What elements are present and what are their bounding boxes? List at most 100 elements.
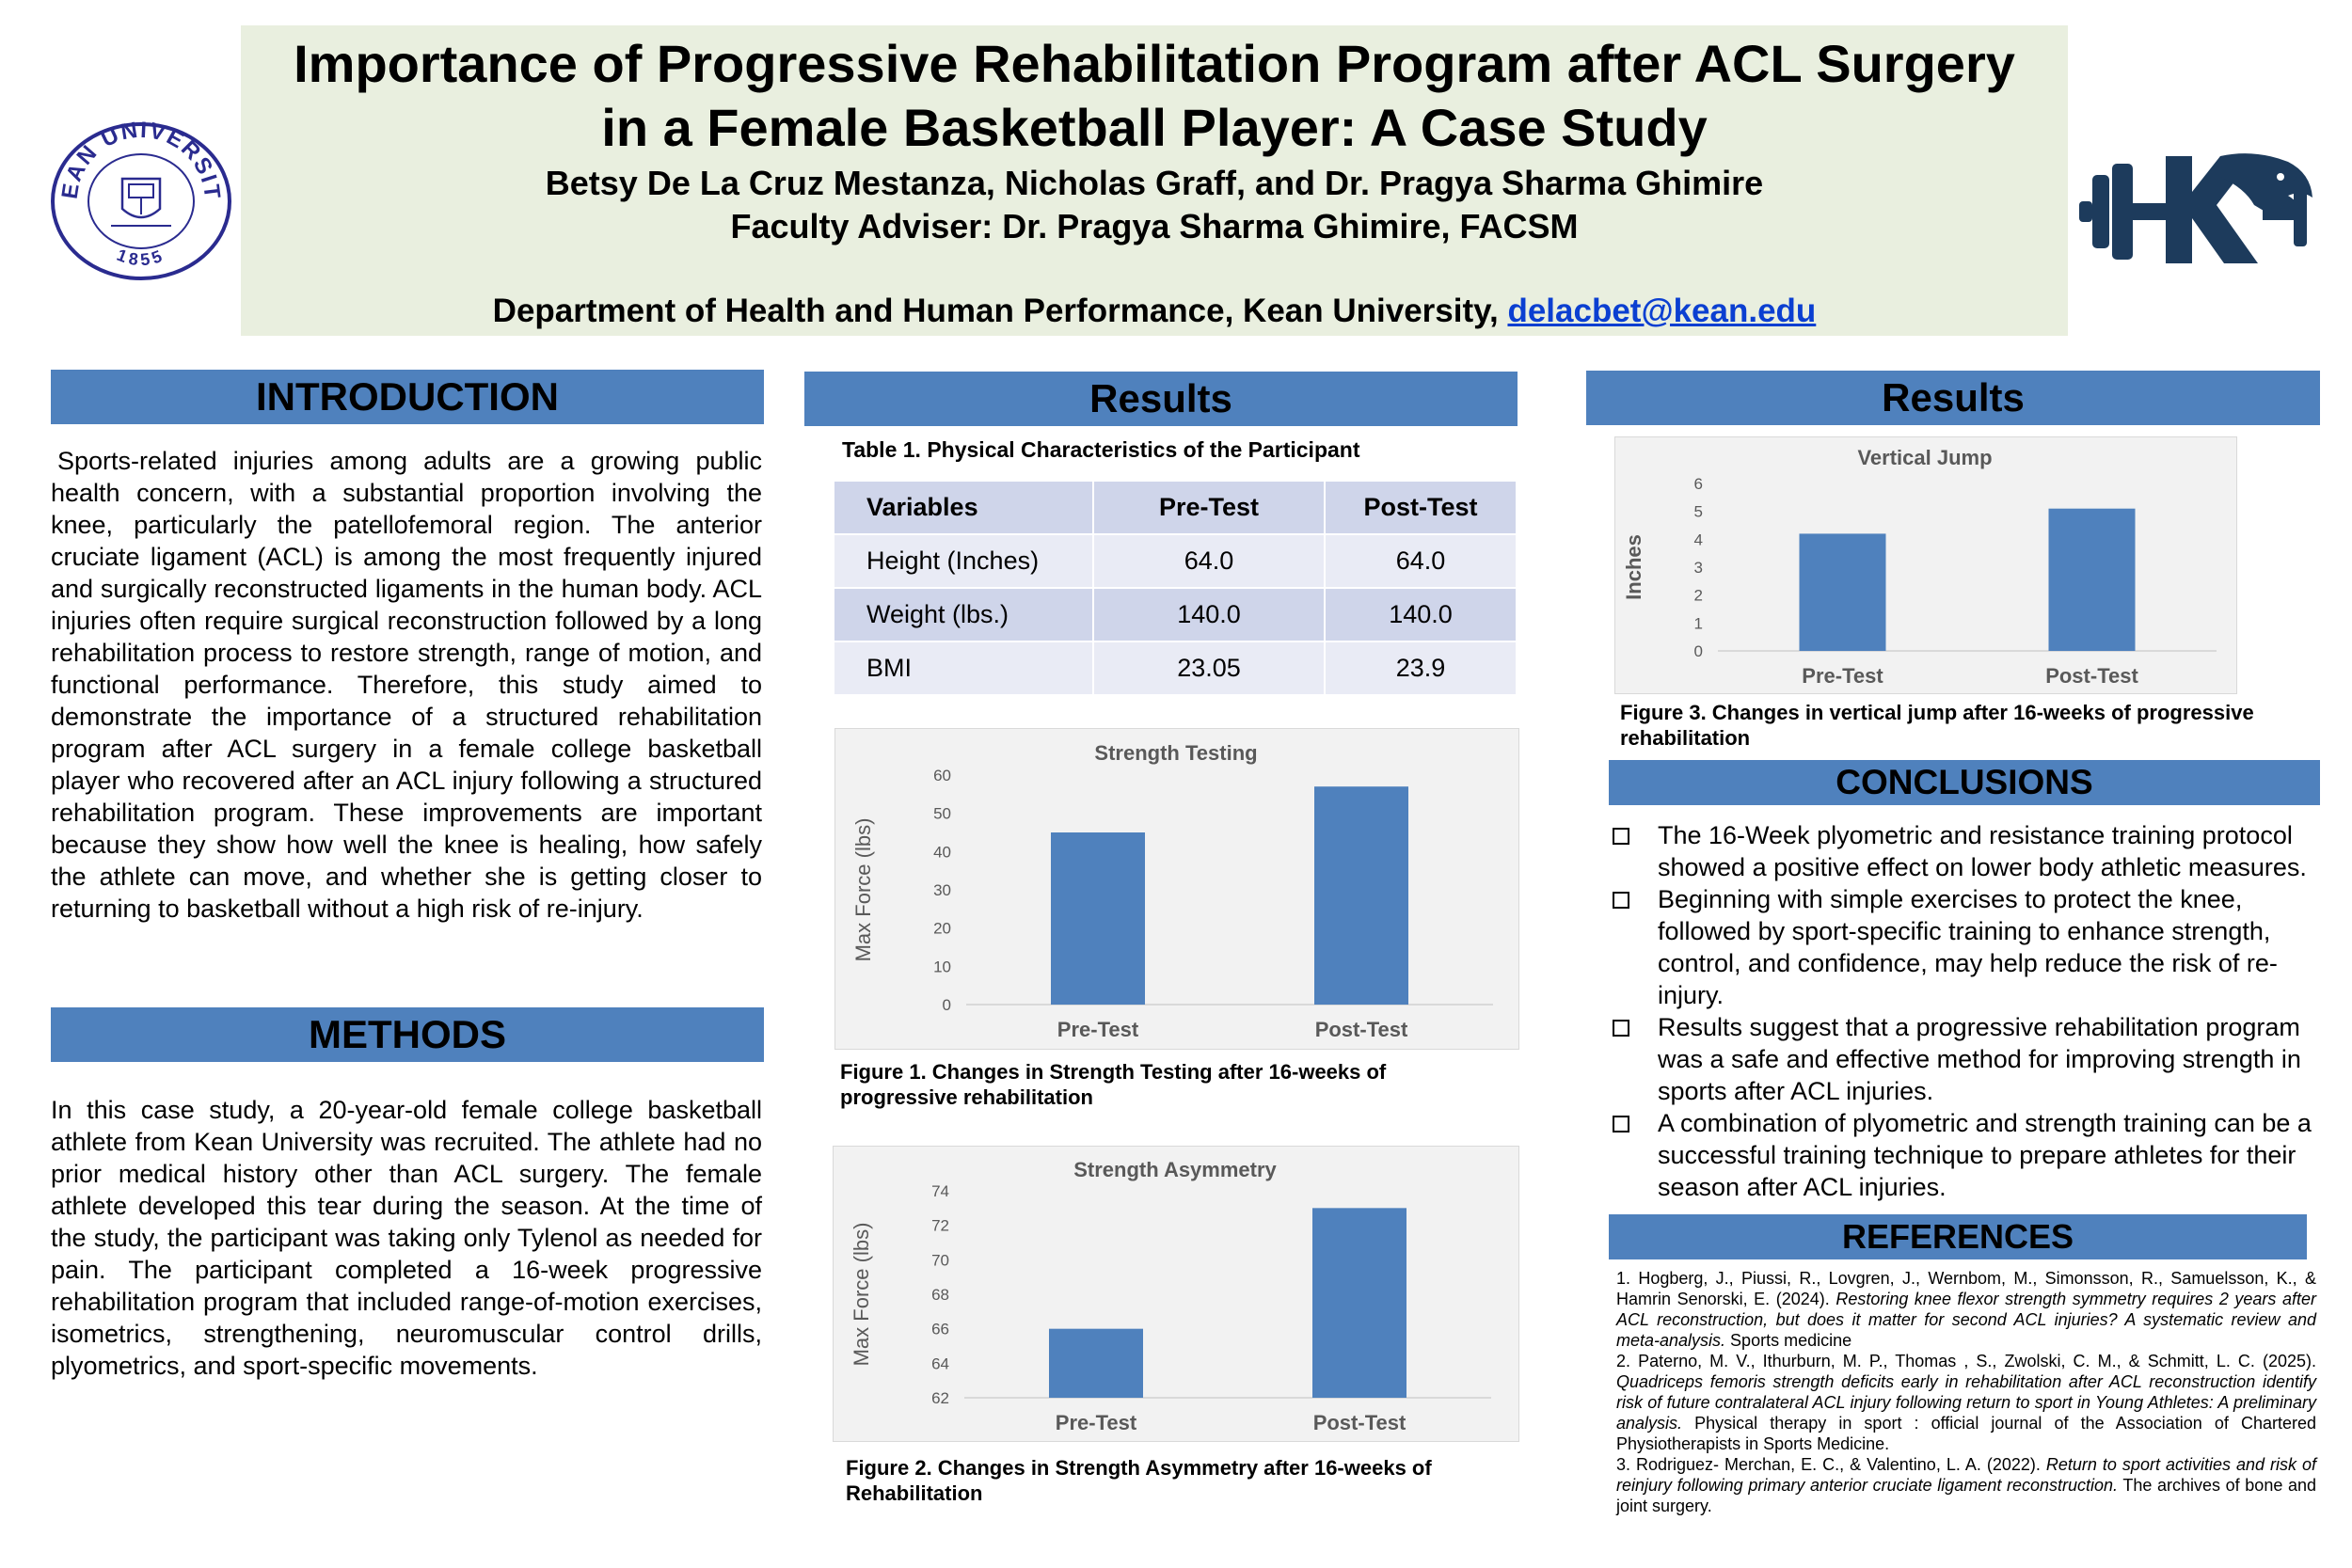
y-tick-label: 0 bbox=[1694, 642, 1703, 660]
y-tick-label: 4 bbox=[1694, 531, 1703, 548]
y-tick-label: 60 bbox=[933, 767, 951, 784]
conclusion-text: Results suggest that a progressive rehab… bbox=[1658, 1013, 2301, 1105]
y-tick-label: 0 bbox=[943, 996, 951, 1014]
references-heading: REFERENCES bbox=[1609, 1214, 2307, 1259]
y-tick-label: 62 bbox=[931, 1389, 949, 1407]
bar bbox=[1051, 832, 1145, 1005]
chart-title: Strength Testing bbox=[1094, 741, 1257, 765]
y-tick-label: 40 bbox=[933, 843, 951, 861]
table-cell: 64.0 bbox=[1324, 533, 1518, 589]
email-link[interactable]: delacbet@kean.edu bbox=[1507, 293, 1817, 329]
y-tick-label: 1 bbox=[1694, 614, 1703, 632]
bar bbox=[1312, 1208, 1406, 1398]
reference-authors: 3. Rodriguez- Merchan, E. C., & Valentin… bbox=[1616, 1455, 2046, 1474]
y-tick-label: 64 bbox=[931, 1354, 949, 1372]
seal-top-text: KEAN UNIVERSITY bbox=[49, 120, 223, 202]
bar bbox=[1049, 1328, 1143, 1398]
list-item: A combination of plyometric and strength… bbox=[1603, 1107, 2328, 1203]
reference-title: Return to sport activities and risk of r… bbox=[1616, 1455, 2317, 1495]
figure-2-caption: Figure 2. Changes in Strength Asymmetry … bbox=[846, 1455, 1432, 1506]
header-banner bbox=[241, 25, 2068, 336]
department-line: Department of Health and Human Performan… bbox=[241, 292, 2068, 331]
y-tick-label: 20 bbox=[933, 920, 951, 938]
figure-1-caption: Figure 1. Changes in Strength Testing af… bbox=[840, 1059, 1386, 1110]
reference-authors: 2. Paterno, M. V., Ithurburn, M. P., Tho… bbox=[1616, 1352, 2316, 1370]
bar bbox=[2048, 508, 2136, 651]
x-tick-label: Pre-Test bbox=[1057, 1018, 1139, 1041]
reference-source: Sports medicine bbox=[1725, 1331, 1852, 1350]
svg-text:KEAN UNIVERSITY: KEAN UNIVERSITY bbox=[49, 120, 225, 202]
table-cell: 23.05 bbox=[1092, 641, 1326, 696]
y-axis-label: Max Force (lbs) bbox=[851, 818, 875, 962]
strength-asymmetry-chart: Strength Asymmetry Max Force (lbs) 62 64 66 6… bbox=[850, 1158, 1491, 1434]
introduction-heading: INTRODUCTION bbox=[51, 370, 764, 424]
table-header-row: Variables Pre-Test Post-Test bbox=[833, 480, 1518, 535]
figure-1-caption-line-1: Figure 1. Changes in Strength Testing af… bbox=[840, 1060, 1387, 1084]
chart-title: Vertical Jump bbox=[1857, 446, 1992, 469]
title-line-2: in a Female Basketball Player: A Case St… bbox=[601, 98, 1708, 157]
figure-2-caption-line-2: Rehabilitation bbox=[846, 1481, 983, 1505]
reference-source: The archives of bone and joint surgery. bbox=[1616, 1476, 2317, 1515]
figure-2-caption-line-1: Figure 2. Changes in Strength Asymmetry … bbox=[846, 1456, 1432, 1480]
table-row: Weight (lbs.) 140.0 140.0 bbox=[833, 587, 1518, 642]
title-line-1: Importance of Progressive Rehabilitation… bbox=[294, 34, 2015, 93]
reference-item: 2. Paterno, M. V., Ithurburn, M. P., Tho… bbox=[1616, 1351, 2316, 1454]
methods-heading: METHODS bbox=[51, 1007, 764, 1062]
kean-university-seal-icon: KEAN UNIVERSITY 1855 bbox=[49, 120, 231, 280]
cougar-dumbbell-logo-icon bbox=[2079, 153, 2312, 263]
table-header-pre-test: Pre-Test bbox=[1092, 480, 1326, 535]
y-tick-label: 10 bbox=[933, 958, 951, 975]
references-list: 1. Hogberg, J., Piussi, R., Lovgren, J.,… bbox=[1616, 1268, 2316, 1516]
y-tick-label: 66 bbox=[931, 1321, 949, 1338]
y-tick-label: 30 bbox=[933, 881, 951, 899]
conclusions-list: The 16-Week plyometric and resistance tr… bbox=[1603, 819, 2328, 1203]
reference-title: Restoring knee flexor strength symmetry … bbox=[1616, 1290, 2316, 1350]
strength-testing-chart: Strength Testing Max Force (lbs) 0 10 20 30 40… bbox=[851, 741, 1493, 1041]
faculty-adviser: Faculty Adviser: Dr. Pragya Sharma Ghimi… bbox=[730, 207, 1579, 245]
figure-3-caption-line-1: Figure 3. Changes in vertical jump after… bbox=[1620, 701, 2254, 724]
x-tick-label: Post-Test bbox=[1315, 1018, 1408, 1041]
list-item: Beginning with simple exercises to prote… bbox=[1603, 883, 2328, 1011]
y-axis-label: Inches bbox=[1622, 534, 1645, 600]
results-heading-right: Results bbox=[1586, 371, 2320, 425]
x-tick-label: Pre-Test bbox=[1056, 1411, 1137, 1434]
chart-title: Strength Asymmetry bbox=[1073, 1158, 1277, 1181]
checkbox-bullet-icon bbox=[1613, 892, 1629, 909]
reference-authors: 1. Hogberg, J., Piussi, R., Lovgren, J.,… bbox=[1616, 1269, 2316, 1308]
list-item: Results suggest that a progressive rehab… bbox=[1603, 1011, 2328, 1107]
table-cell: 140.0 bbox=[1324, 587, 1518, 642]
bar bbox=[1314, 786, 1408, 1005]
y-tick-label: 3 bbox=[1694, 559, 1703, 577]
introduction-text: Sports-related injuries among adults are… bbox=[51, 447, 762, 923]
table-cell: Weight (lbs.) bbox=[833, 587, 1094, 642]
reference-title: Quadriceps femoris strength deficits ear… bbox=[1616, 1372, 2316, 1433]
table-header-variables: Variables bbox=[833, 480, 1094, 535]
figure-1-caption-line-2: progressive rehabilitation bbox=[840, 1085, 1093, 1109]
y-tick-label: 72 bbox=[931, 1217, 949, 1235]
y-tick-label: 74 bbox=[931, 1182, 949, 1200]
bar bbox=[1799, 533, 1886, 651]
table-cell: 140.0 bbox=[1092, 587, 1326, 642]
y-tick-label: 68 bbox=[931, 1286, 949, 1304]
poster-title: Importance of Progressive Rehabilitation… bbox=[241, 32, 2068, 160]
x-tick-label: Post-Test bbox=[1313, 1411, 1406, 1434]
table-header-post-test: Post-Test bbox=[1324, 480, 1518, 535]
authors: Betsy De La Cruz Mestanza, Nicholas Graf… bbox=[545, 164, 1764, 202]
table-cell: Height (Inches) bbox=[833, 533, 1094, 589]
reference-item: 1. Hogberg, J., Piussi, R., Lovgren, J.,… bbox=[1616, 1268, 2316, 1351]
y-tick-label: 2 bbox=[1694, 587, 1703, 605]
figure-3-caption-line-2: rehabilitation bbox=[1620, 726, 1751, 750]
table-row: Height (Inches) 64.0 64.0 bbox=[833, 533, 1518, 589]
reference-item: 3. Rodriguez- Merchan, E. C., & Valentin… bbox=[1616, 1454, 2316, 1516]
x-tick-label: Post-Test bbox=[2045, 664, 2138, 688]
x-tick-label: Pre-Test bbox=[1802, 664, 1883, 688]
checkbox-bullet-icon bbox=[1613, 1116, 1629, 1132]
conclusion-text: Beginning with simple exercises to prote… bbox=[1658, 885, 2278, 1009]
vertical-jump-chart: Vertical Jump Inches 0 1 2 3 4 5 6 Pre-Test Post-T… bbox=[1622, 446, 2217, 688]
department: Department of Health and Human Performan… bbox=[492, 293, 1508, 329]
physical-characteristics-table: Variables Pre-Test Post-Test Height (Inc… bbox=[833, 480, 1518, 696]
y-axis-label: Max Force (lbs) bbox=[850, 1223, 873, 1367]
y-tick-label: 70 bbox=[931, 1251, 949, 1269]
table-cell: 64.0 bbox=[1092, 533, 1326, 589]
conclusion-text: The 16-Week plyometric and resistance tr… bbox=[1658, 821, 2307, 881]
